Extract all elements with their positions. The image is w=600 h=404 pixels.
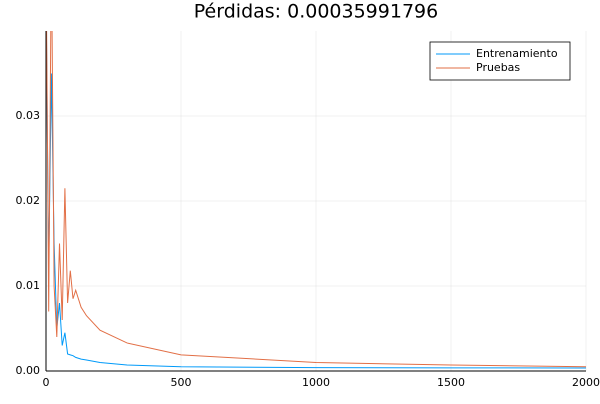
- y-tick-label: 0.01: [16, 279, 41, 292]
- x-tick-label: 1000: [302, 376, 330, 389]
- y-tick-label: 0.02: [16, 194, 41, 207]
- x-tick-label: 500: [171, 376, 192, 389]
- x-tick-label: 2000: [572, 376, 600, 389]
- chart-title: Pérdidas: 0.00035991796: [194, 1, 438, 23]
- legend: [429, 41, 571, 81]
- series-line: [46, 31, 586, 368]
- legend-label: Pruebas: [476, 61, 520, 74]
- legend-label: Entrenamiento: [476, 47, 558, 60]
- x-tick-label: 0: [43, 376, 50, 389]
- x-tick-label: 1500: [437, 376, 465, 389]
- series-line: [46, 31, 586, 369]
- plot-area: [46, 31, 586, 369]
- grid: [45, 31, 587, 372]
- y-tick-label: 0.03: [16, 109, 41, 122]
- y-tick-label: 0.00: [16, 364, 41, 377]
